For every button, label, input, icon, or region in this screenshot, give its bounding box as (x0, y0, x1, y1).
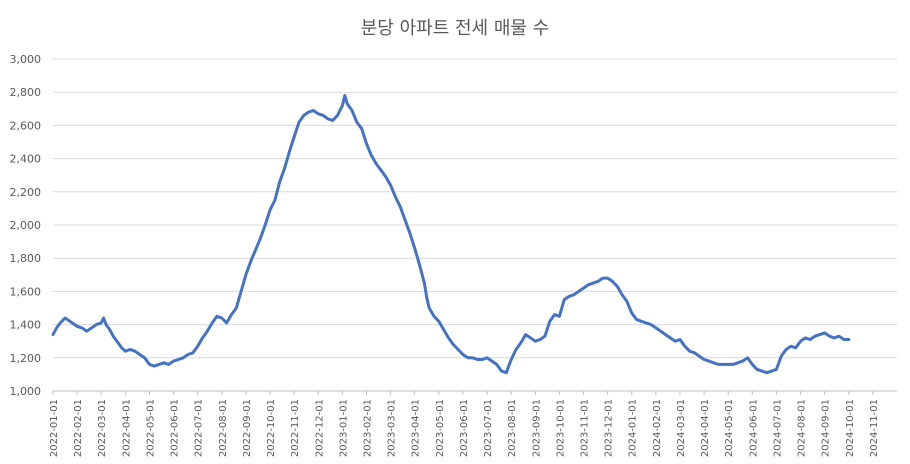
x-tick-label: 2022-12-01 (314, 399, 325, 457)
x-tick-label: 2023-09-01 (531, 399, 542, 457)
x-tick-label: 2023-04-01 (411, 399, 422, 457)
x-tick-label: 2022-10-01 (266, 399, 277, 457)
x-tick-label: 2024-06-01 (748, 399, 759, 457)
x-tick-label: 2022-04-01 (121, 399, 132, 457)
x-tick-label: 2023-11-01 (580, 399, 591, 457)
x-tick-label: 2022-09-01 (242, 399, 253, 457)
y-tick-label: 2,000 (10, 219, 42, 232)
x-tick-label: 2024-07-01 (772, 399, 783, 457)
x-tick-label: 2022-05-01 (145, 399, 156, 457)
x-tick-label: 2023-07-01 (483, 399, 494, 457)
x-tick-label: 2022-02-01 (73, 399, 84, 457)
x-tick-label: 2024-02-01 (652, 399, 663, 457)
x-tick-label: 2024-09-01 (821, 399, 832, 457)
y-axis: 1,000 1,200 1,400 1,600 1,800 2,000 2,200 2,400… (10, 53, 42, 398)
x-tick-label: 2024-05-01 (724, 399, 735, 457)
chart-title: 분당 아파트 전세 매물 수 (360, 18, 550, 39)
x-tick-label: 2024-11-01 (869, 399, 880, 457)
x-tick-label: 2022-03-01 (97, 399, 108, 457)
y-tick-label: 1,200 (10, 352, 42, 365)
x-tick-label: 2024-04-01 (700, 399, 711, 457)
gridlines (53, 58, 897, 359)
x-tick-label: 2023-03-01 (387, 399, 398, 457)
x-tick-label: 2023-06-01 (459, 399, 470, 457)
x-tick-label: 2022-11-01 (290, 399, 301, 457)
x-tick-label: 2022-01-01 (49, 399, 60, 457)
y-tick-label: 1,000 (10, 385, 42, 398)
y-tick-label: 1,400 (10, 319, 42, 332)
y-tick-label: 3,000 (10, 53, 42, 66)
y-tick-label: 1,600 (10, 285, 42, 298)
x-tick-label: 2024-08-01 (797, 399, 808, 457)
y-tick-label: 2,800 (10, 86, 42, 99)
y-tick-label: 1,800 (10, 252, 42, 265)
x-tick-label: 2022-06-01 (170, 399, 181, 457)
y-tick-label: 2,200 (10, 186, 42, 199)
x-tick-label: 2024-03-01 (676, 399, 687, 457)
x-tick-label: 2024-10-01 (845, 399, 856, 457)
x-tick-label: 2023-12-01 (604, 399, 615, 457)
x-tick-label: 2022-08-01 (218, 399, 229, 457)
x-tick-label: 2023-10-01 (555, 399, 566, 457)
x-tick-label: 2023-05-01 (435, 399, 446, 457)
x-axis: 2022-01-01 2022-02-01 2022-03-01 2022-04-01… (49, 390, 897, 457)
x-tick-label: 2024-01-01 (628, 399, 639, 457)
series-line (51, 94, 851, 375)
x-tick-label: 2023-01-01 (338, 399, 349, 457)
y-tick-label: 2,600 (10, 119, 42, 132)
y-tick-label: 2,400 (10, 153, 42, 166)
x-tick-label: 2023-08-01 (507, 399, 518, 457)
x-tick-label: 2022-07-01 (194, 399, 205, 457)
series-layer (51, 94, 851, 375)
x-tick-label: 2023-02-01 (362, 399, 373, 457)
